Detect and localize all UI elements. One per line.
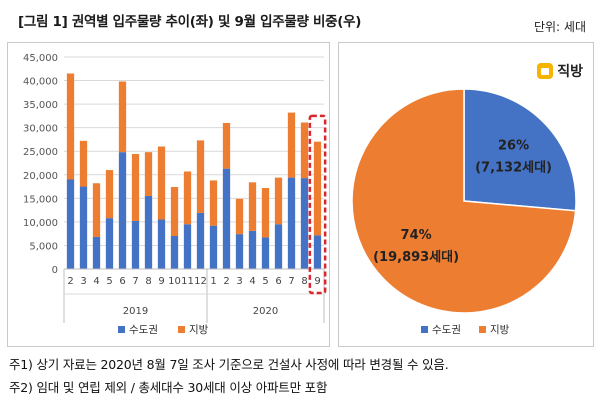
legend-swatch-capital — [118, 326, 125, 333]
bar-local — [287, 112, 296, 178]
bar-local — [66, 73, 75, 180]
x-tick-label: 8 — [301, 276, 307, 287]
pie-slice-capital — [463, 88, 577, 212]
bar-local — [248, 182, 257, 231]
logo-text: 직방 — [557, 64, 583, 80]
bar-local — [118, 81, 127, 153]
bar-local — [196, 140, 205, 213]
legend-label-capital: 수도권 — [129, 324, 158, 336]
bar-local — [79, 140, 88, 187]
bar-capital — [79, 186, 88, 269]
bar-capital — [248, 230, 257, 269]
highlight-box — [308, 114, 327, 295]
x-tick-label: 7 — [132, 276, 138, 287]
y-tick-label: 40,000 — [23, 77, 58, 88]
house-icon — [537, 63, 554, 79]
bar-local — [274, 177, 283, 225]
x-tick-label: 6 — [119, 276, 125, 287]
bar-capital — [287, 177, 296, 269]
bar-capital — [144, 195, 153, 269]
bar-capital — [170, 236, 179, 269]
bar-local — [92, 183, 101, 237]
bar-local — [131, 154, 140, 221]
pie-slice-local — [351, 88, 577, 314]
x-tick-label: 11 — [181, 276, 194, 287]
bar-local — [157, 146, 166, 220]
year-label: 2019 — [123, 306, 148, 317]
figure-title: [그림 1] 권역별 입주물량 추이(좌) 및 9월 입주물량 비중(우) — [18, 14, 362, 30]
y-tick-label: 0 — [52, 265, 58, 276]
y-tick-label: 30,000 — [23, 124, 58, 135]
y-tick-label: 35,000 — [23, 100, 58, 111]
bar-local — [105, 170, 114, 219]
x-tick-label: 2 — [223, 276, 229, 287]
x-tick-label: 5 — [106, 276, 112, 287]
x-tick-label: 9 — [158, 276, 164, 287]
x-tick-label: 9 — [314, 276, 320, 287]
x-tick-label: 4 — [93, 276, 99, 287]
bar-capital — [92, 236, 101, 269]
bar-capital — [118, 152, 127, 269]
x-tick-label: 3 — [236, 276, 242, 287]
x-tick-label: 12 — [194, 276, 207, 287]
unit-label: 단위: 세대 — [533, 20, 586, 34]
x-tick-label: 6 — [275, 276, 281, 287]
legend-swatch-local — [479, 326, 486, 333]
y-tick-label: 45,000 — [23, 53, 58, 64]
footnote-2: 주2) 임대 및 연립 제외 / 총세대수 30세대 이상 아파트만 포함 — [9, 380, 328, 395]
x-tick-label: 3 — [80, 276, 86, 287]
pie-chart-panel: 직방 26% (7,132세대) 74% (19,893세대) 수도권 지방 — [338, 42, 594, 347]
bar-capital — [274, 224, 283, 269]
bar-local — [300, 122, 309, 179]
bar-capital — [313, 235, 322, 269]
bar-capital — [105, 218, 114, 269]
bar-local — [235, 198, 244, 235]
bar-local — [261, 187, 270, 238]
y-tick-label: 10,000 — [23, 218, 58, 229]
bar-local — [222, 122, 231, 169]
bar-capital — [131, 220, 140, 269]
bar-chart-panel: 0 5,000 10,000 15,000 20,000 25,000 30,000 35,0… — [7, 42, 330, 347]
bar-local — [170, 187, 179, 237]
stacked-bar-chart: 0 5,000 10,000 15,000 20,000 25,000 30,000 35,0… — [23, 53, 327, 336]
bar-local — [313, 141, 322, 236]
bar-local — [183, 171, 192, 225]
bar-capital — [183, 224, 192, 269]
bar-local — [144, 152, 153, 196]
bar-capital — [209, 225, 218, 269]
pie-chart: 26% (7,132세대) 74% (19,893세대) 수도권 지방 — [351, 88, 577, 336]
bar-capital — [66, 179, 75, 269]
bar-capital — [261, 237, 270, 269]
x-tick-label: 10 — [168, 276, 181, 287]
x-tick-label: 5 — [262, 276, 268, 287]
legend-label-capital: 수도권 — [432, 324, 461, 336]
pie-label-percent: 26% — [498, 139, 529, 154]
legend-label-local: 지방 — [490, 324, 510, 336]
x-tick-label: 2 — [67, 276, 73, 287]
x-tick-label: 4 — [249, 276, 255, 287]
footnote-1: 주1) 상기 자료는 2020년 8월 7일 조사 기준으로 건설사 사정에 따… — [9, 357, 449, 372]
zigbang-logo: 직방 — [537, 61, 583, 81]
x-tick-label: 7 — [288, 276, 294, 287]
bar-local — [209, 180, 218, 226]
x-tick-label: 1 — [210, 276, 216, 287]
bar-capital — [196, 212, 205, 269]
bar-capital — [235, 234, 244, 269]
year-label: 2020 — [253, 306, 278, 317]
y-tick-label: 20,000 — [23, 171, 58, 182]
pie-label-percent: 74% — [401, 228, 432, 243]
pie-label-count: (19,893세대) — [373, 250, 459, 265]
bar-capital — [157, 219, 166, 269]
legend-swatch-local — [178, 326, 185, 333]
y-tick-label: 5,000 — [29, 241, 58, 252]
legend-label-local: 지방 — [189, 324, 209, 336]
pie-label-count: (7,132세대) — [475, 161, 552, 176]
y-tick-label: 25,000 — [23, 147, 58, 158]
bar-capital — [300, 178, 309, 269]
bar-capital — [222, 168, 231, 269]
x-tick-label: 8 — [145, 276, 151, 287]
y-tick-label: 15,000 — [23, 194, 58, 205]
legend-swatch-capital — [421, 326, 428, 333]
